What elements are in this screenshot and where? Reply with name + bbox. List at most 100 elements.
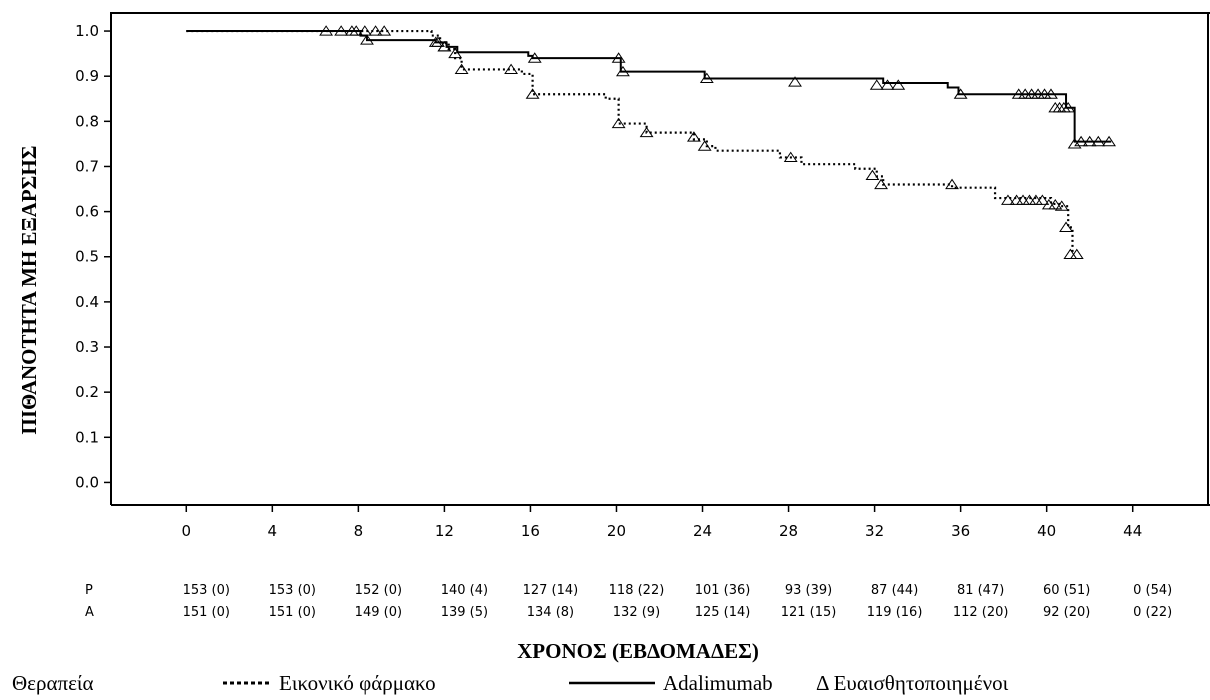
y-tick-label: 0.6 — [75, 203, 99, 221]
risk-cell: 125 (14) — [695, 605, 751, 620]
placebo-censor-marker — [639, 126, 654, 138]
adalimumab-censor-marker — [360, 34, 374, 45]
risk-cell: 151 (0) — [183, 605, 230, 620]
adalimumab-censor-marker — [880, 79, 895, 90]
adalimumab-censor-marker — [869, 79, 884, 90]
y-tick-label: 0.3 — [75, 338, 99, 356]
x-axis-title: ΧΡΟΝΟΣ (ΕΒΔΟΜΑΔΕΣ) — [517, 639, 759, 663]
adalimumab-censor-marker — [1074, 135, 1089, 147]
risk-cell: 112 (20) — [953, 605, 1009, 620]
y-tick-label: 0.1 — [75, 428, 99, 446]
placebo-censor-marker — [357, 25, 372, 36]
placebo-censor-marker — [437, 41, 452, 52]
adalimumab-censor-marker — [334, 25, 349, 36]
x-tick-label: 8 — [354, 522, 364, 540]
risk-cell: 153 (0) — [183, 583, 230, 598]
adalimumab-censor-marker — [1091, 135, 1106, 147]
risk-cell: 152 (0) — [355, 583, 402, 598]
legend-title: Θεραπεία — [12, 671, 94, 695]
y-tick-label: 1.0 — [75, 22, 99, 40]
risk-cell: 92 (20) — [1043, 605, 1090, 620]
risk-table: P 153 (0) 153 (0) 152 (0) 140 (4) 127 (14) 118… — [85, 583, 1172, 620]
y-tick-label: 0.2 — [75, 383, 99, 401]
risk-row-label: A — [85, 605, 94, 620]
adalimumab-censor-marker — [1061, 101, 1076, 113]
placebo-censor-marker — [1035, 194, 1050, 205]
risk-cell: 0 (54) — [1133, 583, 1172, 598]
risk-cell: 87 (44) — [871, 583, 918, 598]
placebo-censor-marker — [525, 88, 540, 99]
adalimumab-censor-marker — [319, 25, 334, 36]
y-tick-label: 0.4 — [75, 293, 99, 311]
risk-cell: 149 (0) — [355, 605, 402, 620]
risk-row-label: P — [85, 583, 93, 598]
x-tick-label: 24 — [693, 522, 712, 540]
risk-cell: 81 (47) — [957, 583, 1004, 598]
adalimumab-censor-marker — [1067, 138, 1082, 149]
placebo-censor-marker — [504, 63, 519, 74]
y-tick-label: 0.0 — [75, 473, 99, 491]
placebo-censor-marker — [686, 131, 701, 142]
y-tick-label: 0.7 — [75, 157, 99, 175]
x-tick-label: 12 — [435, 522, 454, 540]
x-tick-label: 20 — [607, 522, 626, 540]
legend-placebo-label: Εικονικό φάρμακο — [279, 671, 436, 695]
adalimumab-censor-marker — [611, 52, 626, 63]
placebo-censor-marker — [454, 63, 469, 74]
y-tick-label: 0.5 — [75, 248, 99, 266]
placebo-censor-marker — [945, 178, 959, 190]
risk-cell: 93 (39) — [785, 583, 832, 598]
placebo-censor-marker — [697, 140, 712, 151]
legend: Θεραπεία Εικονικό φάρμακο Αdalimumab Δ Ε… — [12, 671, 1009, 695]
adalimumab-curve — [186, 30, 1112, 143]
placebo-censor-marker — [783, 151, 798, 162]
placebo-censor-marker — [431, 36, 445, 47]
risk-cell: 139 (5) — [441, 605, 488, 620]
placebo-censor-marker — [448, 47, 463, 59]
placebo-censor-marker — [865, 169, 880, 181]
risk-cell: 132 (9) — [613, 605, 660, 620]
adalimumab-censor-marker — [699, 72, 714, 83]
placebo-censor-marker — [1054, 200, 1069, 211]
legend-censored-label: Δ Ευαισθητοποιημένοι — [816, 671, 1009, 695]
placebo-censor-marker — [1069, 248, 1084, 260]
y-axis-ticks: 0.0 0.1 0.2 0.3 0.4 0.5 0.6 0.7 0.8 0.9 1.0 — [75, 22, 111, 491]
placebo-censor-marker — [377, 25, 392, 36]
x-axis-ticks: 0 4 8 12 16 20 24 28 32 36 40 44 — [182, 505, 1142, 540]
x-tick-label: 44 — [1123, 522, 1142, 540]
risk-cell: 140 (4) — [441, 583, 488, 598]
x-tick-label: 28 — [779, 522, 798, 540]
risk-cell: 118 (22) — [609, 583, 665, 598]
adalimumab-censor-marker — [349, 25, 364, 36]
risk-cell: 151 (0) — [269, 605, 316, 620]
risk-cell: 0 (22) — [1133, 605, 1172, 620]
placebo-censor-marker — [1048, 198, 1063, 210]
adalimumab-censor-marker — [615, 65, 630, 77]
x-tick-label: 16 — [521, 522, 540, 540]
placebo-censor-marker — [611, 117, 626, 129]
placebo-censor-marker — [874, 178, 888, 190]
adalimumab-censor-marker — [527, 52, 542, 63]
adalimumab-censor-marker — [788, 76, 802, 87]
adalimumab-censor-marker — [1082, 135, 1097, 147]
adalimumab-censor-marker — [1044, 88, 1058, 99]
placebo-censor-marker — [1001, 194, 1015, 205]
legend-adalimumab-label: Αdalimumab — [663, 671, 773, 695]
x-tick-label: 0 — [182, 522, 192, 540]
risk-cell: 153 (0) — [269, 583, 316, 598]
x-tick-label: 40 — [1037, 522, 1056, 540]
placebo-censor-marker — [1059, 221, 1073, 232]
adalimumab-censor-marker — [1102, 135, 1116, 147]
risk-cell: 121 (15) — [781, 605, 837, 620]
x-tick-label: 36 — [951, 522, 970, 540]
x-tick-label: 4 — [268, 522, 278, 540]
adalimumab-censor-marker — [891, 79, 906, 90]
risk-cell: 60 (51) — [1043, 583, 1090, 598]
placebo-censor-marker — [368, 25, 383, 36]
adalimumab-censor-marker — [953, 88, 968, 99]
risk-cell: 127 (14) — [523, 583, 579, 598]
y-tick-label: 0.8 — [75, 112, 99, 130]
risk-cell: 119 (16) — [867, 605, 923, 620]
risk-cell: 134 (8) — [527, 605, 574, 620]
